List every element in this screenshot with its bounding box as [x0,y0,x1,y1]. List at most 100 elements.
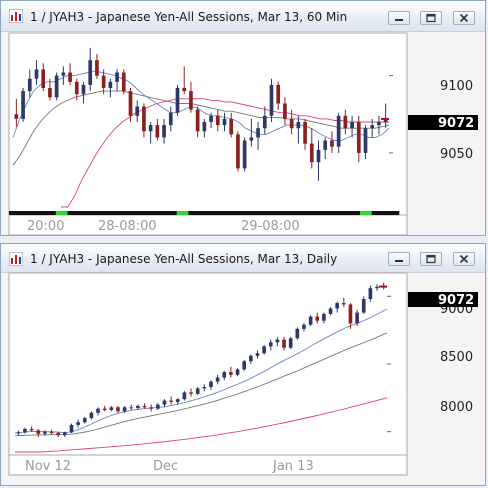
candle-body [222,118,227,126]
time-axis [8,214,408,236]
candle [323,137,328,160]
candle [256,122,260,150]
session-bar-segment [344,211,349,215]
session-bar-segment [297,211,302,215]
session-bar-segment [227,211,232,215]
candle [222,370,227,381]
session-bar-segment [363,211,369,215]
session-bar-segment [126,211,131,215]
session-bar-segment [301,211,306,215]
time-label: Dec [153,459,178,474]
candle-body [323,140,328,150]
candle-body [381,286,386,288]
session-bar-segment [24,211,29,215]
candle [95,54,99,79]
candle-body [21,91,25,119]
candle [155,403,160,411]
session-bar-segment [219,211,224,215]
candle-body [149,407,154,409]
candle [235,368,240,377]
candle [249,118,254,147]
candle [74,78,79,101]
maximize-button[interactable] [420,252,442,266]
candle [135,100,140,122]
session-bar-segment [340,211,345,215]
candle [148,122,153,144]
candle-body [242,361,247,370]
candle [76,419,80,428]
candle [377,115,381,135]
candle-body [74,81,79,95]
session-bar-segment [83,211,88,215]
session-bar-segment [114,211,119,215]
title-bar[interactable]: 1 / JYAH3 - Japanese Yen-All Sessions, M… [1,1,485,32]
minimize-button[interactable] [388,252,410,266]
session-bar-segment [278,211,283,215]
candle-body [27,78,32,92]
candle-body [34,69,39,79]
candle [282,336,286,351]
minimize-icon [395,260,403,262]
window-title: 1 / JYAH3 - Japanese Yen-All Sessions, M… [30,252,338,266]
session-bar-segment [75,211,80,215]
candle-body [316,149,321,163]
session-bar-segment [168,211,174,215]
candle [195,106,200,138]
candle-body [375,286,379,289]
session-bar-segment [118,211,123,215]
session-bar-segment [79,211,84,215]
moving-average-mid [14,332,388,437]
candle-body [48,88,52,98]
candle [122,405,127,413]
session-bar-segment [239,211,244,215]
session-bar-segment [235,211,240,215]
y-tick-label: 8000 [440,400,473,415]
close-button[interactable] [453,11,475,25]
session-bar-segment [231,211,236,215]
candle-body [155,125,160,138]
candle [302,323,306,332]
candle-body [142,405,147,408]
candle [54,72,59,101]
chart-app-icon [9,9,23,23]
candle-body [309,143,314,163]
session-bar-segment [215,211,220,215]
candle-body [215,377,220,382]
session-bar-segment [161,211,166,215]
candle-body [96,408,100,413]
session-bar-segment [32,211,37,215]
candle-body [155,404,160,409]
candle [355,309,359,327]
maximize-icon [426,254,436,264]
maximize-button[interactable] [420,11,442,25]
candle [375,284,379,291]
last-price-tag-bg [408,292,478,307]
candle-body [129,407,134,409]
candle [202,384,207,392]
candle [255,350,260,359]
candle-body [168,112,173,126]
candle-body [88,60,93,85]
candle-body [62,432,67,436]
chart-window-daily: 1 / JYAH3 - Japanese Yen-All Sessions, M… [0,243,486,486]
close-button[interactable] [453,252,475,266]
candle-body [256,128,260,138]
minimize-button[interactable] [388,11,410,25]
session-bar-segment [122,211,127,215]
price-chart-daily[interactable]: 9000 8500 8000 9072 Nov 12 Dec Jan 13 [1,244,487,487]
candle-body [343,115,348,129]
candle [61,66,66,85]
candle-body [209,381,213,388]
candle [101,69,106,95]
candle [34,60,39,85]
candle-body [363,128,368,153]
session-bar-segment [250,211,255,215]
session-bar-segment [309,211,314,215]
price-chart-60min[interactable]: 9100 9050 9072 20:00 28-08:00 29-08:00 [1,1,487,237]
session-bar-segment [196,211,201,215]
candle [121,69,126,95]
session-bar-segment [328,211,333,215]
candle [283,97,287,126]
session-bar-segment [145,211,150,215]
session-bar-segment [59,211,64,215]
